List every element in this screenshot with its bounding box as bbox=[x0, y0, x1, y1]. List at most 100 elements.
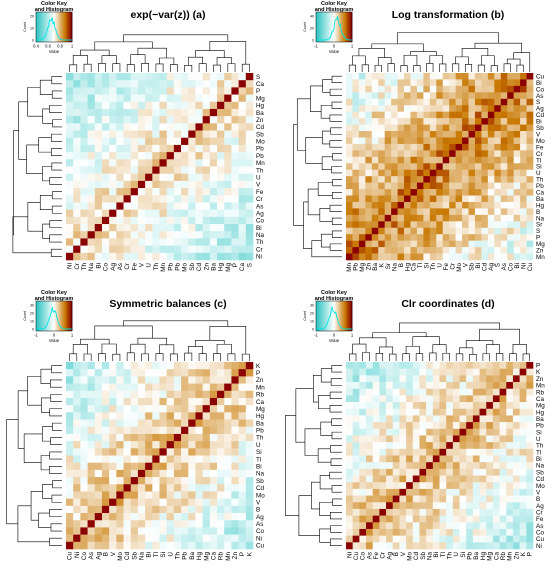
heatmap-cell bbox=[87, 231, 96, 239]
heatmap-cell bbox=[101, 144, 110, 153]
heatmap-cell bbox=[209, 224, 218, 232]
heatmap-cell bbox=[526, 515, 534, 523]
heatmap-cell bbox=[66, 123, 74, 131]
heatmap-cell bbox=[109, 462, 117, 471]
heatmap-cell bbox=[499, 448, 507, 456]
dendrogram-branch bbox=[455, 353, 464, 361]
heatmap-cell bbox=[181, 202, 189, 210]
heatmap-cell bbox=[513, 234, 521, 241]
heatmap-cell bbox=[145, 484, 153, 492]
heatmap-cell bbox=[399, 382, 407, 390]
heatmap-cell bbox=[101, 188, 110, 196]
heatmap-cell bbox=[238, 94, 247, 103]
dendrogram-branch bbox=[329, 88, 342, 96]
row-label: Na bbox=[256, 232, 265, 239]
heatmap-cell bbox=[209, 426, 218, 435]
heatmap-cell bbox=[224, 116, 232, 124]
heatmap-cell bbox=[499, 495, 507, 503]
heatmap-cell bbox=[224, 534, 232, 543]
heatmap-cell bbox=[94, 369, 103, 377]
heatmap-cell bbox=[416, 208, 424, 216]
heatmap-cell bbox=[406, 408, 414, 416]
heatmap-cell bbox=[487, 253, 495, 261]
heatmap-cell bbox=[152, 362, 160, 370]
heatmap-cell bbox=[442, 150, 450, 158]
row-label: Ba bbox=[256, 420, 264, 427]
dendrogram-branch bbox=[429, 352, 437, 361]
heatmap-cell bbox=[109, 108, 117, 117]
dendrogram-branch bbox=[311, 481, 321, 510]
dendrogram-branch bbox=[506, 58, 521, 66]
heatmap-cell bbox=[166, 231, 175, 239]
heatmap-cell bbox=[87, 462, 96, 471]
heatmap-cell bbox=[137, 412, 146, 420]
heatmap-cell bbox=[80, 383, 88, 392]
heatmap-cell bbox=[519, 522, 527, 530]
heatmap-cell bbox=[378, 150, 385, 158]
heatmap-cell bbox=[468, 195, 476, 203]
heatmap-cell bbox=[432, 375, 440, 383]
heatmap-cell bbox=[371, 111, 379, 119]
row-label: Ca bbox=[256, 81, 265, 88]
heatmap-cell bbox=[492, 382, 500, 390]
heatmap-cell bbox=[520, 240, 527, 248]
heatmap-cell bbox=[195, 80, 203, 88]
heatmap-cell bbox=[519, 435, 527, 443]
heatmap-cell bbox=[166, 166, 175, 174]
heatmap-cell bbox=[520, 208, 527, 216]
heatmap-cell bbox=[87, 527, 96, 535]
heatmap-cell bbox=[123, 180, 132, 189]
heatmap-cell bbox=[346, 111, 353, 119]
heatmap-cell bbox=[94, 455, 103, 463]
heatmap-cell bbox=[520, 234, 527, 241]
heatmap-cell bbox=[346, 150, 353, 158]
heatmap-cell bbox=[130, 491, 139, 499]
heatmap-cell bbox=[371, 156, 379, 164]
heatmap-cell bbox=[410, 98, 418, 106]
heatmap-cell bbox=[130, 462, 139, 471]
heatmap-cell bbox=[101, 231, 110, 239]
heatmap-cell bbox=[346, 73, 353, 80]
column-label: Ag bbox=[95, 552, 102, 560]
row-label: U bbox=[256, 442, 261, 449]
heatmap-cell bbox=[188, 469, 196, 478]
heatmap-cell bbox=[217, 462, 225, 471]
heatmap-cell bbox=[116, 484, 124, 492]
column-label: Pb bbox=[467, 552, 474, 560]
heatmap-cell bbox=[231, 238, 239, 246]
heatmap-cell bbox=[439, 442, 447, 450]
heatmap-cell bbox=[449, 98, 456, 106]
heatmap-cell bbox=[462, 98, 469, 106]
heatmap-cell bbox=[384, 79, 392, 87]
heatmap-cell bbox=[238, 491, 247, 499]
heatmap-cell bbox=[520, 73, 527, 80]
color-key-swatch bbox=[40, 12, 43, 42]
heatmap-cell bbox=[410, 111, 418, 119]
column-label: Ni bbox=[67, 263, 74, 269]
heatmap-cell bbox=[492, 375, 500, 383]
heatmap-cell bbox=[487, 143, 495, 151]
heatmap-cell bbox=[238, 462, 247, 471]
heatmap-cell bbox=[468, 240, 476, 248]
heatmap-cell bbox=[352, 462, 360, 470]
heatmap-cell bbox=[173, 137, 182, 146]
heatmap-cell bbox=[416, 182, 424, 190]
color-key-swatch bbox=[46, 301, 49, 331]
color-key-swatch bbox=[67, 12, 69, 42]
heatmap-cell bbox=[188, 383, 196, 392]
heatmap-cell bbox=[245, 541, 254, 550]
dendrogram-branch bbox=[49, 105, 62, 113]
heatmap-cell bbox=[474, 150, 482, 158]
heatmap-cell bbox=[195, 252, 203, 261]
heatmap-cell bbox=[462, 221, 469, 229]
heatmap-cell bbox=[188, 166, 196, 174]
heatmap-cell bbox=[459, 375, 467, 383]
heatmap-cell bbox=[145, 202, 153, 210]
heatmap-cell bbox=[372, 368, 380, 376]
heatmap-cell bbox=[513, 98, 521, 106]
heatmap-cell bbox=[366, 422, 374, 430]
heatmap-cell bbox=[366, 368, 374, 376]
heatmap-cell bbox=[520, 201, 527, 209]
heatmap-cell bbox=[526, 85, 534, 93]
heatmap-cell bbox=[462, 124, 469, 132]
